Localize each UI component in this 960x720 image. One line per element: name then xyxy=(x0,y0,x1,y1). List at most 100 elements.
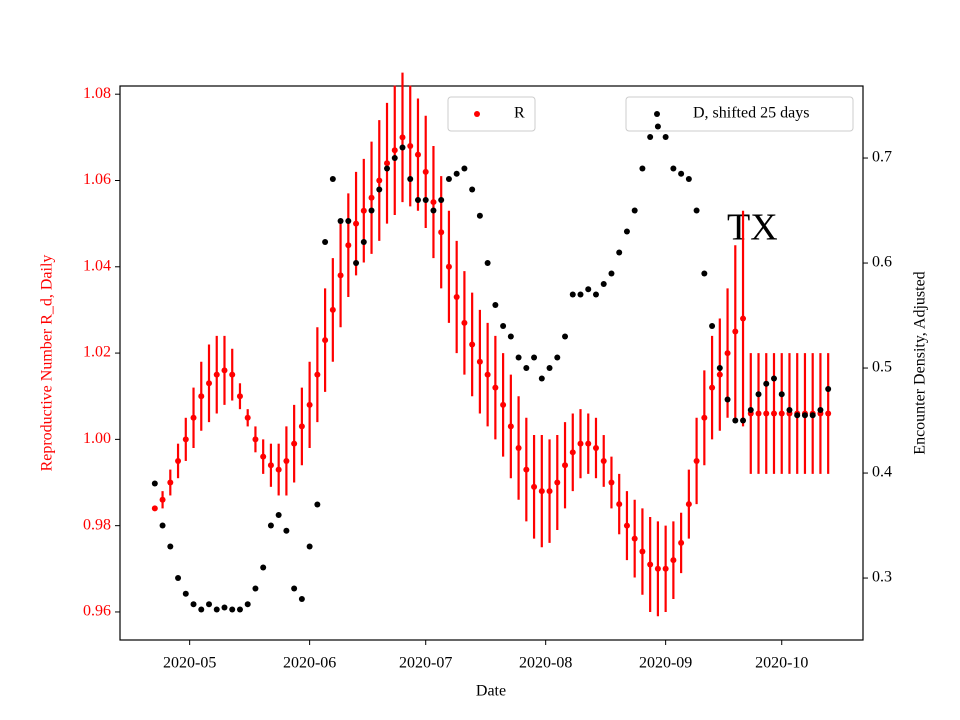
data-point xyxy=(639,165,646,172)
data-point xyxy=(175,575,182,582)
data-point xyxy=(476,212,483,219)
data-point xyxy=(546,365,553,372)
data-point xyxy=(159,496,166,503)
data-point xyxy=(500,323,507,330)
data-point xyxy=(608,270,615,277)
data-point xyxy=(523,365,530,372)
data-point xyxy=(724,396,731,403)
data-point xyxy=(569,291,576,298)
data-point xyxy=(399,144,406,151)
data-point xyxy=(151,480,158,487)
data-point xyxy=(778,391,785,398)
data-point xyxy=(213,606,220,613)
data-point xyxy=(206,601,213,608)
data-point xyxy=(422,168,429,175)
data-point xyxy=(654,565,661,572)
y-tick-label: 1.02 xyxy=(83,344,111,361)
data-point xyxy=(562,333,569,340)
data-point xyxy=(175,457,182,464)
x-tick-label: 2020-06 xyxy=(283,655,336,672)
data-point xyxy=(538,375,545,382)
data-point xyxy=(198,606,205,613)
data-point xyxy=(469,186,476,193)
data-point xyxy=(786,407,793,414)
data-point xyxy=(678,170,685,177)
data-point xyxy=(825,386,832,393)
data-point xyxy=(306,543,313,550)
data-point xyxy=(685,176,692,183)
data-point xyxy=(291,585,298,592)
data-point xyxy=(345,218,352,225)
data-point xyxy=(213,371,220,378)
data-point xyxy=(244,601,251,608)
data-point xyxy=(461,319,468,326)
data-point xyxy=(670,557,677,564)
data-point xyxy=(236,393,243,400)
data-point xyxy=(414,197,421,204)
x-tick-label: 2020-10 xyxy=(755,655,808,672)
data-point xyxy=(298,596,305,603)
y-tick-label: 1.04 xyxy=(83,257,111,274)
data-point xyxy=(453,170,460,177)
x-tick-label: 2020-08 xyxy=(519,655,572,672)
data-point xyxy=(623,228,630,235)
y2-tick-label: 0.7 xyxy=(872,149,892,166)
data-point xyxy=(623,522,630,529)
data-point xyxy=(770,375,777,382)
data-point xyxy=(345,242,352,249)
data-point xyxy=(337,218,344,225)
data-point xyxy=(190,414,197,421)
data-point xyxy=(461,165,468,172)
data-point xyxy=(236,606,243,613)
data-point xyxy=(631,535,638,542)
data-point xyxy=(438,229,445,236)
data-point xyxy=(260,564,267,571)
x-tick-label: 2020-09 xyxy=(639,655,692,672)
data-point xyxy=(445,176,452,183)
data-point xyxy=(190,601,197,608)
data-point xyxy=(701,270,708,277)
data-point xyxy=(368,207,375,214)
data-point xyxy=(500,401,507,408)
data-point xyxy=(469,341,476,348)
data-point xyxy=(755,391,762,398)
data-point xyxy=(399,134,406,141)
data-point xyxy=(616,501,623,508)
y2-tick-label: 0.5 xyxy=(872,359,892,376)
data-point xyxy=(182,590,189,597)
data-point xyxy=(678,539,685,546)
data-point xyxy=(453,293,460,300)
data-point xyxy=(639,548,646,555)
x-axis-label: Date xyxy=(476,683,506,700)
data-point xyxy=(430,199,437,206)
data-point xyxy=(283,527,290,534)
y-axis-label: Reproductive Number R_d, Daily xyxy=(39,255,56,472)
data-point xyxy=(538,488,545,495)
y-tick-label: 1.06 xyxy=(83,171,111,188)
data-point xyxy=(244,414,251,421)
data-point xyxy=(809,412,816,419)
data-point xyxy=(337,272,344,279)
x-tick-label: 2020-07 xyxy=(399,655,452,672)
data-point xyxy=(554,354,561,361)
y2-tick-label: 0.4 xyxy=(872,464,892,481)
data-point xyxy=(252,436,259,443)
data-point xyxy=(740,315,747,322)
data-point xyxy=(275,466,282,473)
data-point xyxy=(515,444,522,451)
data-point xyxy=(329,306,336,313)
data-point xyxy=(151,505,158,512)
y-tick-label: 1.00 xyxy=(83,430,111,447)
data-point xyxy=(445,263,452,270)
data-point xyxy=(229,371,236,378)
data-point xyxy=(732,328,739,335)
annotation: TX xyxy=(727,207,778,249)
data-point xyxy=(670,165,677,172)
data-point xyxy=(422,197,429,204)
data-point xyxy=(353,260,360,267)
data-point xyxy=(221,604,228,611)
data-point xyxy=(360,239,367,246)
legend-label: D, shifted 25 days xyxy=(693,105,809,122)
data-point xyxy=(329,176,336,183)
data-point xyxy=(159,522,166,529)
